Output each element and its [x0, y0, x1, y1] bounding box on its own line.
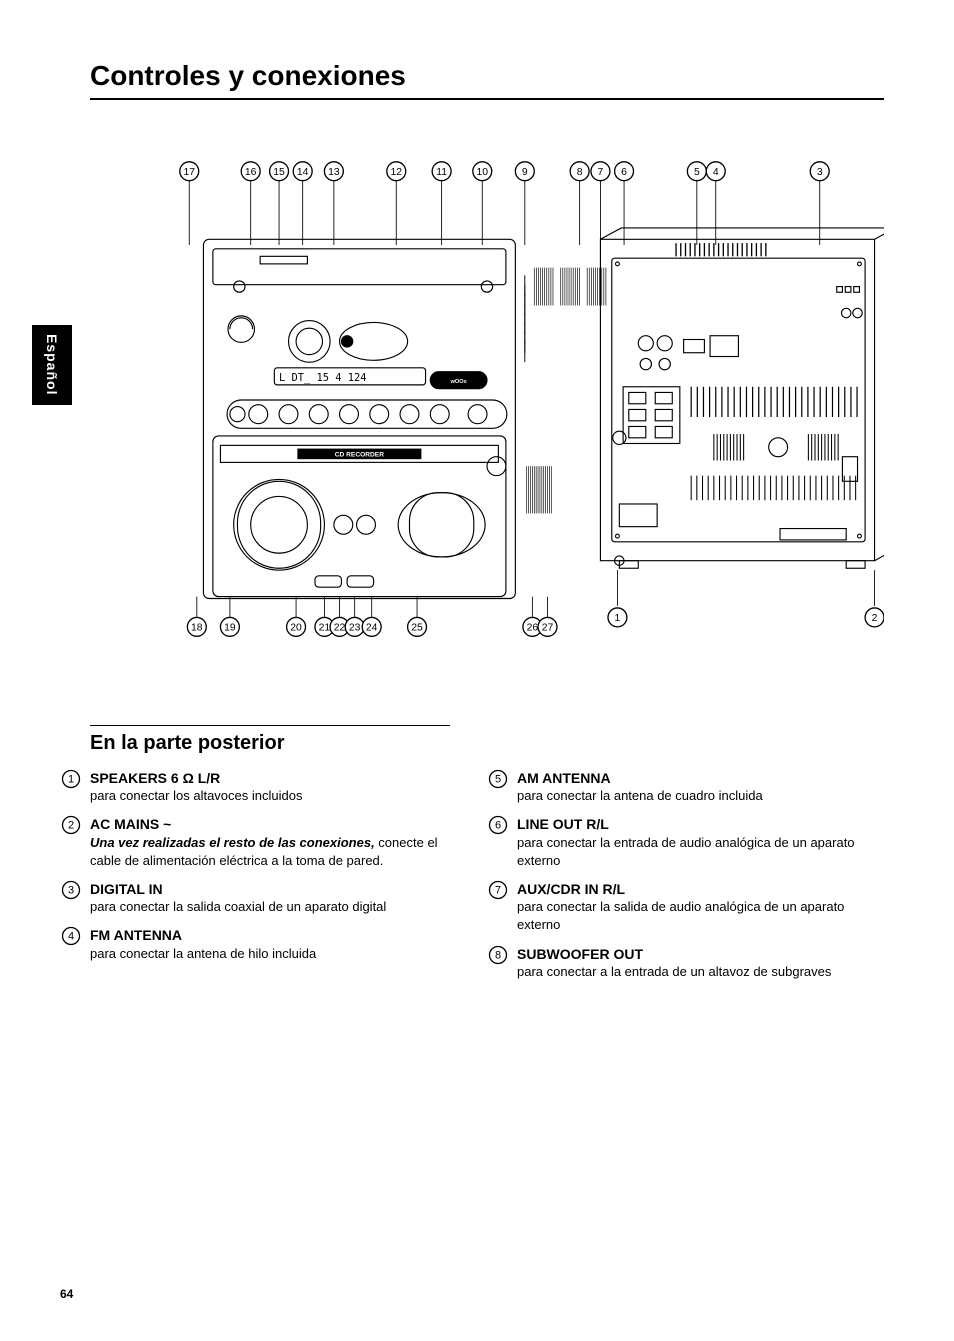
item-title: SPEAKERS 6 Ω L/R	[90, 769, 457, 787]
item-body: AC MAINS ~ Una vez realizadas el resto de…	[90, 815, 457, 870]
section-heading: En la parte posterior	[90, 732, 904, 755]
item-number-icon: 7	[487, 881, 509, 899]
svg-text:24: 24	[366, 623, 378, 634]
definitions-columns: 1 SPEAKERS 6 Ω L/Rpara conectar los altav…	[60, 769, 884, 991]
item-body: DIGITAL INpara conectar la salida coaxia…	[90, 880, 457, 916]
diagram-container: 17161514131211109876543 1819202122232425…	[90, 140, 884, 665]
definition-item: 1 SPEAKERS 6 Ω L/Rpara conectar los altav…	[60, 769, 457, 805]
svg-text:6: 6	[621, 167, 627, 178]
item-desc: para conectar la antena de cuadro inclui…	[517, 787, 884, 805]
item-body: FM ANTENNApara conectar la antena de hil…	[90, 926, 457, 962]
svg-text:4: 4	[713, 167, 719, 178]
item-desc: para conectar la salida de audio analógi…	[517, 898, 884, 934]
svg-text:1: 1	[68, 774, 74, 786]
item-body: SUBWOOFER OUTpara conectar a la entrada …	[517, 945, 884, 981]
svg-text:12: 12	[390, 167, 402, 178]
item-title: AC MAINS ~	[90, 815, 457, 833]
svg-text:15: 15	[273, 167, 285, 178]
item-number-icon: 1	[60, 770, 82, 788]
svg-text:27: 27	[542, 623, 554, 634]
svg-text:8: 8	[495, 949, 501, 961]
item-title: DIGITAL IN	[90, 880, 457, 898]
svg-text:1: 1	[615, 613, 621, 624]
item-body: SPEAKERS 6 Ω L/Rpara conectar los altavo…	[90, 769, 457, 805]
svg-text:19: 19	[224, 623, 236, 634]
definition-item: 7 AUX/CDR IN R/Lpara conectar la salida d…	[487, 880, 884, 935]
svg-text:2: 2	[68, 820, 74, 832]
item-number-icon: 5	[487, 770, 509, 788]
item-desc: para conectar la entrada de audio analóg…	[517, 834, 884, 870]
definition-item: 4 FM ANTENNApara conectar la antena de hi…	[60, 926, 457, 962]
item-body: LINE OUT R/Lpara conectar la entrada de …	[517, 815, 884, 870]
svg-text:25: 25	[411, 623, 423, 634]
item-number-icon: 4	[60, 927, 82, 945]
definition-item: 2 AC MAINS ~ Una vez realizadas el resto d…	[60, 815, 457, 870]
item-desc: para conectar la antena de hilo incluida	[90, 945, 457, 963]
svg-text:22: 22	[334, 623, 346, 634]
column-right: 5 AM ANTENNApara conectar la antena de cu…	[487, 769, 884, 991]
section-rule	[90, 725, 450, 726]
svg-text:7: 7	[495, 884, 501, 896]
language-tab-label: Español	[44, 334, 60, 395]
svg-text:18: 18	[191, 623, 203, 634]
page-number: 64	[60, 1287, 73, 1301]
svg-text:16: 16	[245, 167, 257, 178]
svg-text:6: 6	[495, 820, 501, 832]
svg-text:14: 14	[297, 167, 309, 178]
definition-item: 8 SUBWOOFER OUTpara conectar a la entrada…	[487, 945, 884, 981]
svg-text:CD RECORDER: CD RECORDER	[335, 452, 384, 459]
svg-text:2: 2	[872, 613, 878, 624]
svg-text:wOOx: wOOx	[449, 379, 467, 385]
svg-text:13: 13	[328, 167, 340, 178]
item-body: AM ANTENNApara conectar la antena de cua…	[517, 769, 884, 805]
column-left: 1 SPEAKERS 6 Ω L/Rpara conectar los altav…	[60, 769, 457, 991]
item-title: AUX/CDR IN R/L	[517, 880, 884, 898]
item-number-icon: 6	[487, 816, 509, 834]
item-number-icon: 2	[60, 816, 82, 834]
item-body: AUX/CDR IN R/Lpara conectar la salida de…	[517, 880, 884, 935]
svg-text:10: 10	[477, 167, 489, 178]
item-desc: para conectar la salida coaxial de un ap…	[90, 898, 457, 916]
svg-text:11: 11	[436, 167, 447, 178]
definition-item: 5 AM ANTENNApara conectar la antena de cu…	[487, 769, 884, 805]
item-number-icon: 8	[487, 946, 509, 964]
svg-text:21: 21	[319, 623, 331, 634]
page-title: Controles y conexiones	[90, 60, 884, 100]
svg-text:5: 5	[495, 774, 501, 786]
item-desc: para conectar los altavoces incluidos	[90, 787, 457, 805]
item-title: SUBWOOFER OUT	[517, 945, 884, 963]
svg-text:8: 8	[577, 167, 583, 178]
svg-text:23: 23	[349, 623, 361, 634]
language-tab: Español	[32, 325, 72, 405]
product-diagram: 17161514131211109876543 1819202122232425…	[90, 140, 884, 660]
svg-text:3: 3	[817, 167, 823, 178]
item-title: AM ANTENNA	[517, 769, 884, 787]
svg-text:7: 7	[598, 167, 604, 178]
svg-text:3: 3	[68, 884, 74, 896]
item-title: FM ANTENNA	[90, 926, 457, 944]
svg-text:4: 4	[68, 931, 74, 943]
item-desc: Una vez realizadas el resto de las conex…	[90, 834, 457, 870]
svg-text:26: 26	[527, 623, 539, 634]
svg-text:17: 17	[183, 167, 195, 178]
item-desc-emphasis: Una vez realizadas el resto de las conex…	[90, 835, 375, 850]
item-title: LINE OUT R/L	[517, 815, 884, 833]
definition-item: 3 DIGITAL INpara conectar la salida coaxi…	[60, 880, 457, 916]
definition-item: 6 LINE OUT R/Lpara conectar la entrada de…	[487, 815, 884, 870]
svg-text:L DT_ 15 4 124: L DT_ 15 4 124	[279, 372, 366, 384]
item-desc: para conectar a la entrada de un altavoz…	[517, 963, 884, 981]
item-number-icon: 3	[60, 881, 82, 899]
svg-text:20: 20	[290, 623, 302, 634]
svg-text:5: 5	[694, 167, 700, 178]
svg-text:9: 9	[522, 167, 528, 178]
